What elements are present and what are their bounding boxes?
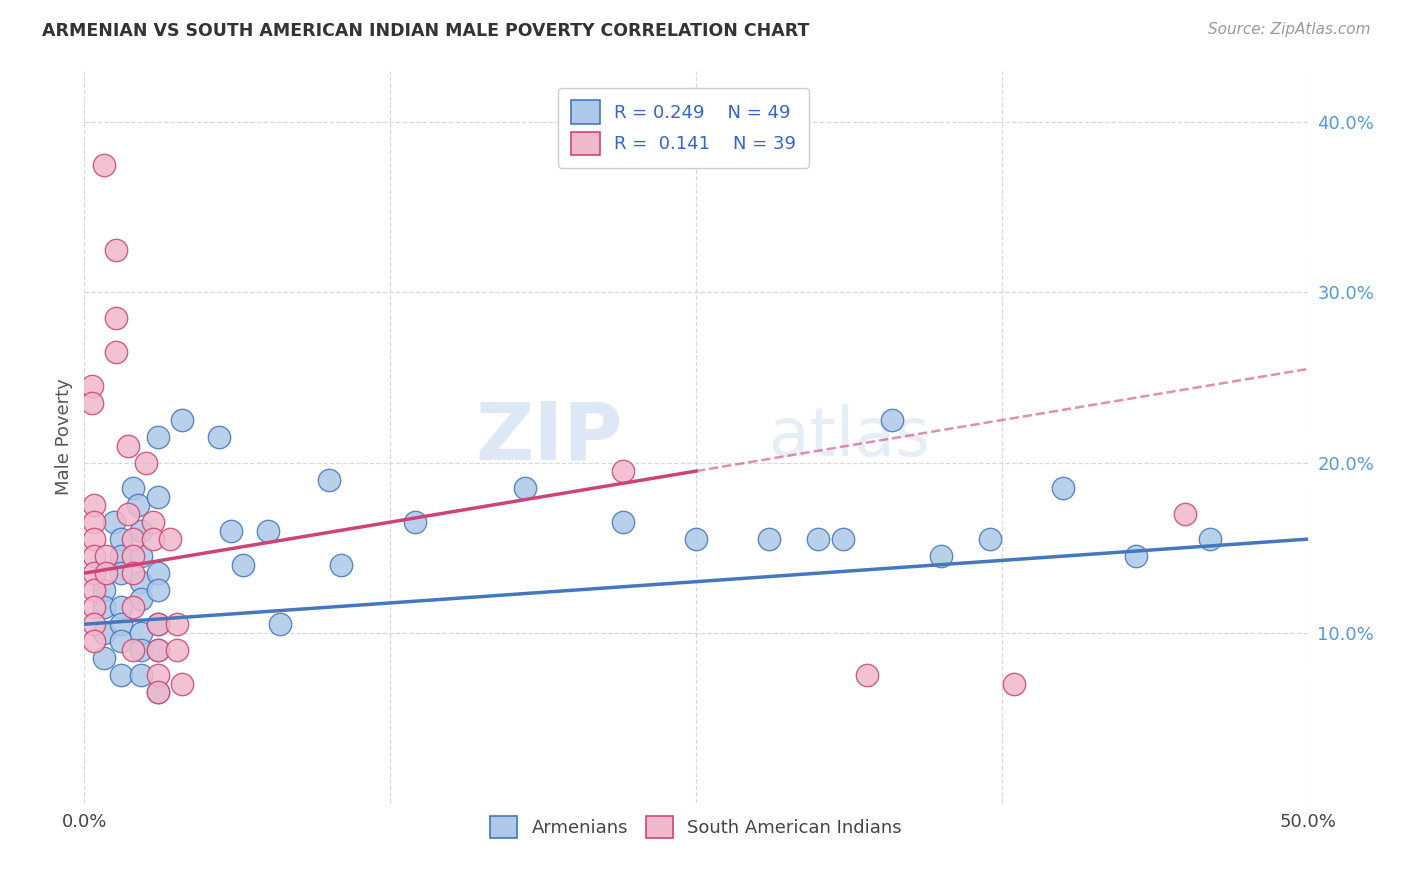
Point: [1198, 532, 1220, 546]
Point: [146, 490, 169, 504]
Point: [110, 532, 132, 546]
Point: [232, 558, 254, 572]
Point: [83, 498, 105, 512]
Point: [142, 515, 165, 529]
Point: [979, 532, 1001, 546]
Point: [159, 532, 181, 546]
Point: [880, 413, 903, 427]
Legend: Armenians, South American Indians: Armenians, South American Indians: [482, 808, 910, 845]
Point: [257, 524, 280, 538]
Point: [105, 345, 128, 359]
Point: [208, 430, 231, 444]
Point: [166, 617, 188, 632]
Point: [172, 677, 194, 691]
Point: [146, 617, 169, 632]
Point: [122, 532, 145, 546]
Point: [122, 566, 145, 581]
Point: [80, 396, 103, 410]
Point: [219, 524, 242, 538]
Point: [612, 464, 634, 478]
Point: [330, 558, 353, 572]
Point: [117, 439, 139, 453]
Point: [146, 668, 169, 682]
Point: [1174, 507, 1197, 521]
Point: [110, 549, 132, 563]
Point: [146, 583, 169, 598]
Point: [929, 549, 952, 563]
Point: [1002, 677, 1025, 691]
Point: [758, 532, 780, 546]
Point: [129, 574, 152, 589]
Point: [83, 617, 105, 632]
Text: atlas: atlas: [769, 404, 931, 470]
Point: [856, 668, 879, 682]
Point: [83, 583, 105, 598]
Point: [318, 473, 340, 487]
Point: [612, 515, 634, 529]
Point: [146, 685, 169, 699]
Point: [122, 600, 145, 615]
Point: [110, 617, 132, 632]
Point: [83, 549, 105, 563]
Point: [513, 481, 536, 495]
Point: [146, 685, 169, 699]
Point: [105, 243, 128, 257]
Point: [83, 634, 105, 648]
Point: [110, 634, 132, 648]
Point: [122, 549, 145, 563]
Text: ZIP: ZIP: [475, 398, 623, 476]
Point: [146, 430, 169, 444]
Point: [93, 651, 115, 665]
Point: [685, 532, 707, 546]
Point: [146, 642, 169, 657]
Point: [105, 311, 128, 326]
Text: ARMENIAN VS SOUTH AMERICAN INDIAN MALE POVERTY CORRELATION CHART: ARMENIAN VS SOUTH AMERICAN INDIAN MALE P…: [42, 22, 810, 40]
Point: [404, 515, 426, 529]
Point: [96, 549, 118, 563]
Point: [110, 668, 132, 682]
Point: [96, 566, 118, 581]
Point: [807, 532, 830, 546]
Point: [129, 591, 152, 606]
Point: [122, 642, 145, 657]
Point: [93, 583, 115, 598]
Text: Source: ZipAtlas.com: Source: ZipAtlas.com: [1208, 22, 1371, 37]
Point: [146, 617, 169, 632]
Point: [135, 456, 157, 470]
Point: [1125, 549, 1147, 563]
Point: [146, 566, 169, 581]
Point: [129, 625, 152, 640]
Point: [166, 642, 188, 657]
Point: [110, 600, 132, 615]
Point: [831, 532, 853, 546]
Point: [83, 515, 105, 529]
Point: [127, 498, 149, 512]
Point: [172, 413, 194, 427]
Point: [93, 625, 115, 640]
Point: [1052, 481, 1074, 495]
Point: [93, 158, 115, 172]
Point: [80, 379, 103, 393]
Point: [129, 642, 152, 657]
Point: [103, 515, 125, 529]
Y-axis label: Male Poverty: Male Poverty: [55, 379, 73, 495]
Point: [269, 617, 291, 632]
Point: [83, 600, 105, 615]
Point: [129, 524, 152, 538]
Point: [83, 532, 105, 546]
Point: [142, 532, 165, 546]
Point: [129, 549, 152, 563]
Point: [129, 668, 152, 682]
Point: [117, 507, 139, 521]
Point: [110, 566, 132, 581]
Point: [83, 566, 105, 581]
Point: [122, 481, 145, 495]
Point: [146, 642, 169, 657]
Point: [93, 600, 115, 615]
